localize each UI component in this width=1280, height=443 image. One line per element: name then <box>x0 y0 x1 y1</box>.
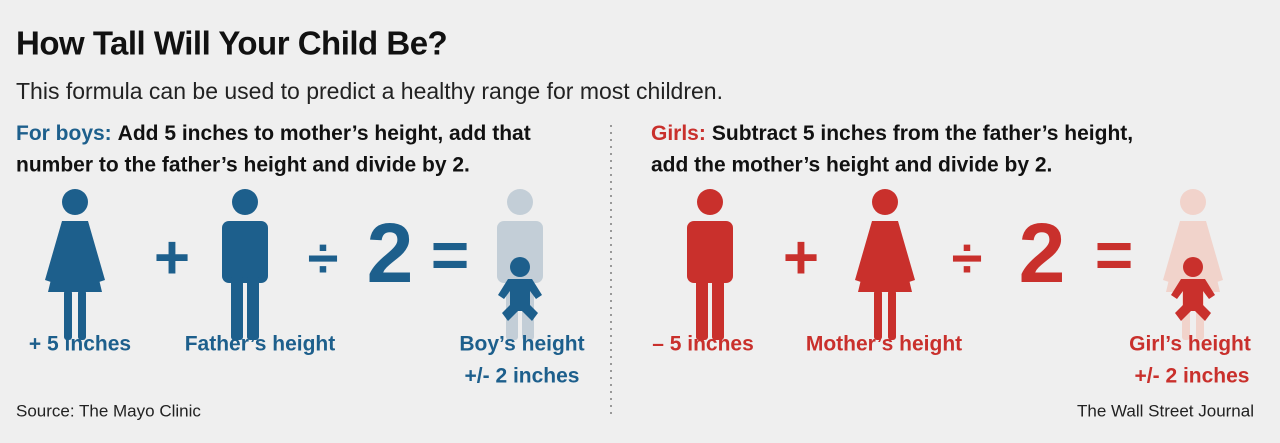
label: Father’s height <box>185 333 336 356</box>
operator: = <box>431 217 470 291</box>
boys-line: Add 5 inches to mother’s height, add tha… <box>118 122 531 145</box>
title: How Tall Will Your Child Be? <box>16 25 447 62</box>
father-icon <box>222 189 268 340</box>
girls-line: add the mother’s height and divide by 2. <box>651 154 1052 177</box>
divisor: 2 <box>367 206 414 300</box>
boys-line: number to the father’s height and divide… <box>16 154 470 177</box>
operator: + <box>783 223 819 292</box>
mother-icon <box>45 189 105 340</box>
operator: ÷ <box>952 226 983 289</box>
label: +/- 2 inches <box>1135 365 1250 388</box>
girls-line: Subtract 5 inches from the father’s heig… <box>712 122 1133 145</box>
label: – 5 inches <box>652 333 754 356</box>
boys-lead: For boys: <box>16 122 112 145</box>
mother-icon <box>855 189 915 340</box>
credit: The Wall Street Journal <box>1077 401 1254 420</box>
subtitle: This formula can be used to predict a he… <box>16 78 723 104</box>
label: Girl’s height <box>1129 333 1251 356</box>
source: Source: The Mayo Clinic <box>16 401 201 420</box>
operator: + <box>154 223 190 292</box>
boys-instructions: For boys: Add 5 inches to mother’s height… <box>16 122 531 145</box>
label: + 5 inches <box>29 333 131 356</box>
operator: = <box>1095 217 1134 291</box>
label: +/- 2 inches <box>465 365 580 388</box>
operator: ÷ <box>308 226 339 289</box>
girls-lead: Girls: <box>651 122 706 145</box>
father-icon <box>687 189 733 340</box>
label: Mother’s height <box>806 333 962 356</box>
girls-instructions: Girls: Subtract 5 inches from the father’… <box>651 122 1133 145</box>
divisor: 2 <box>1019 206 1066 300</box>
label: Boy’s height <box>459 333 584 356</box>
